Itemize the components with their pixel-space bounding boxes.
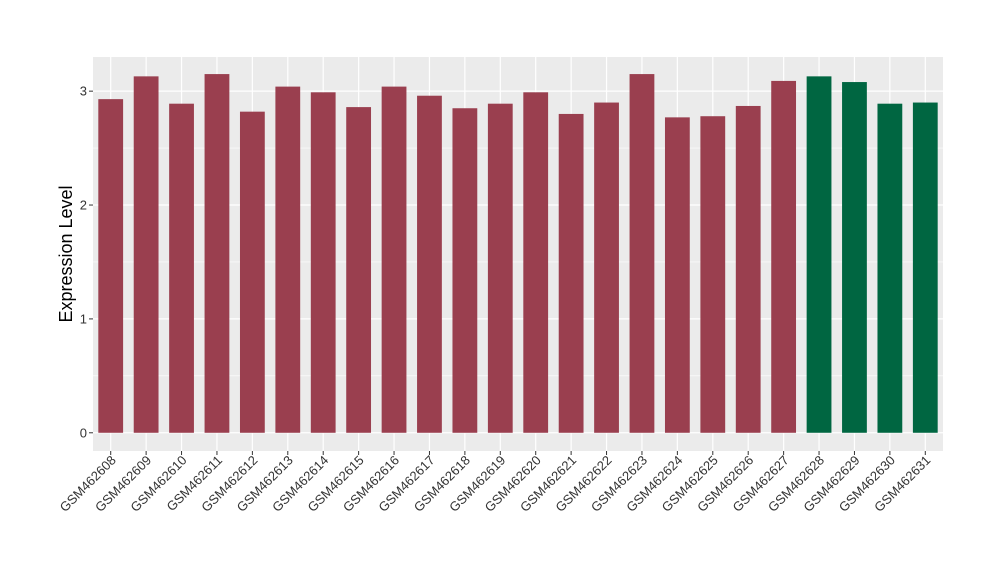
y-axis: 0 1 2 3 bbox=[80, 84, 93, 440]
bar-GSM462628 bbox=[806, 76, 832, 433]
bar-GSM462617 bbox=[417, 95, 442, 433]
bar-GSM462619 bbox=[487, 103, 513, 433]
bar-GSM462622 bbox=[594, 102, 619, 433]
y-tick-label: 2 bbox=[80, 198, 87, 213]
bar-GSM462610 bbox=[169, 103, 194, 433]
bar-GSM462616 bbox=[381, 86, 407, 433]
y-axis-title: Expression Level bbox=[56, 185, 76, 322]
bar-GSM462615 bbox=[346, 107, 372, 433]
y-tick-label: 3 bbox=[80, 84, 87, 99]
grid-minor bbox=[93, 147, 943, 377]
bar-GSM462613 bbox=[275, 86, 301, 433]
bar-GSM462625 bbox=[700, 116, 726, 433]
bar-GSM462612 bbox=[239, 111, 265, 433]
plot-panel bbox=[93, 57, 943, 451]
bar-GSM462630 bbox=[877, 103, 903, 433]
bar-GSM462609 bbox=[133, 76, 159, 433]
x-axis: GSM462608GSM462609GSM462610GSM462611GSM4… bbox=[57, 451, 933, 515]
bar-GSM462614 bbox=[310, 92, 336, 433]
bar-GSM462608 bbox=[98, 99, 124, 433]
bars bbox=[98, 74, 938, 433]
bar-GSM462611 bbox=[204, 74, 230, 433]
bar-GSM462620 bbox=[523, 92, 549, 433]
bar-GSM462629 bbox=[842, 82, 867, 433]
bar-GSM462626 bbox=[735, 105, 761, 433]
bar-GSM462618 bbox=[452, 108, 478, 433]
bar-GSM462621 bbox=[558, 113, 584, 433]
bar-GSM462627 bbox=[771, 80, 797, 433]
bar-GSM462631 bbox=[912, 102, 938, 433]
y-tick-label: 0 bbox=[80, 425, 87, 440]
bar-GSM462624 bbox=[664, 117, 690, 433]
y-tick-label: 1 bbox=[80, 311, 87, 326]
bar-GSM462623 bbox=[629, 74, 655, 433]
